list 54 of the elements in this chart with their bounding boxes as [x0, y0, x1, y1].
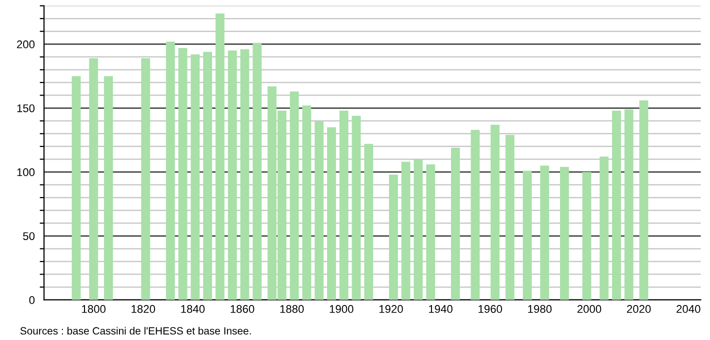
bar [190, 54, 200, 300]
bar [104, 76, 113, 300]
y-tick-label: 150 [17, 104, 35, 112]
bar [582, 172, 592, 300]
bar [639, 100, 648, 300]
x-tick-label: 2020 [627, 305, 651, 313]
bar [252, 42, 262, 300]
bar [612, 110, 621, 300]
bar [216, 13, 224, 300]
x-tick-label: 1940 [429, 305, 452, 313]
y-tick-label: 0 [29, 296, 35, 304]
bar [178, 48, 188, 300]
bar [389, 174, 398, 300]
bar [302, 106, 312, 300]
bar [401, 162, 410, 300]
bar [290, 91, 299, 300]
y-tick-label: 50 [23, 232, 35, 240]
bar [339, 110, 348, 300]
x-tick-label: 1860 [230, 305, 254, 313]
bar [166, 42, 175, 300]
bar [414, 159, 423, 300]
bar [141, 58, 150, 300]
y-tick-label: 100 [17, 168, 35, 176]
y-tick-label: 200 [17, 40, 35, 48]
bar [314, 120, 324, 300]
x-tick-label: 1800 [82, 305, 106, 313]
bar [203, 52, 212, 300]
bar [72, 76, 81, 300]
x-tick-label: 1820 [132, 305, 156, 313]
bar [522, 170, 532, 300]
source-note: Sources : base Cassini de l'EHESS et base Insee. [20, 326, 251, 335]
x-tick-label: 1840 [181, 305, 205, 313]
bar [540, 166, 550, 300]
x-tick-label: 1880 [280, 305, 304, 313]
x-tick-label: 1900 [330, 305, 354, 313]
bar [624, 109, 634, 300]
bar [490, 124, 500, 300]
x-tick-label: 1980 [528, 305, 552, 313]
bar [450, 148, 460, 300]
x-tick-label: 2000 [577, 305, 602, 313]
bar [89, 58, 98, 300]
bar [426, 164, 436, 300]
x-tick-label: 1920 [379, 305, 403, 313]
bar [352, 116, 361, 300]
x-tick-label: 1960 [478, 305, 502, 313]
bar [228, 50, 237, 300]
bar [505, 134, 514, 300]
bar [600, 156, 609, 300]
bar [470, 130, 480, 300]
x-tick-label: 2040 [676, 305, 700, 313]
bar [327, 127, 336, 300]
bar [560, 166, 569, 300]
bar [364, 144, 374, 300]
bar [240, 49, 250, 300]
